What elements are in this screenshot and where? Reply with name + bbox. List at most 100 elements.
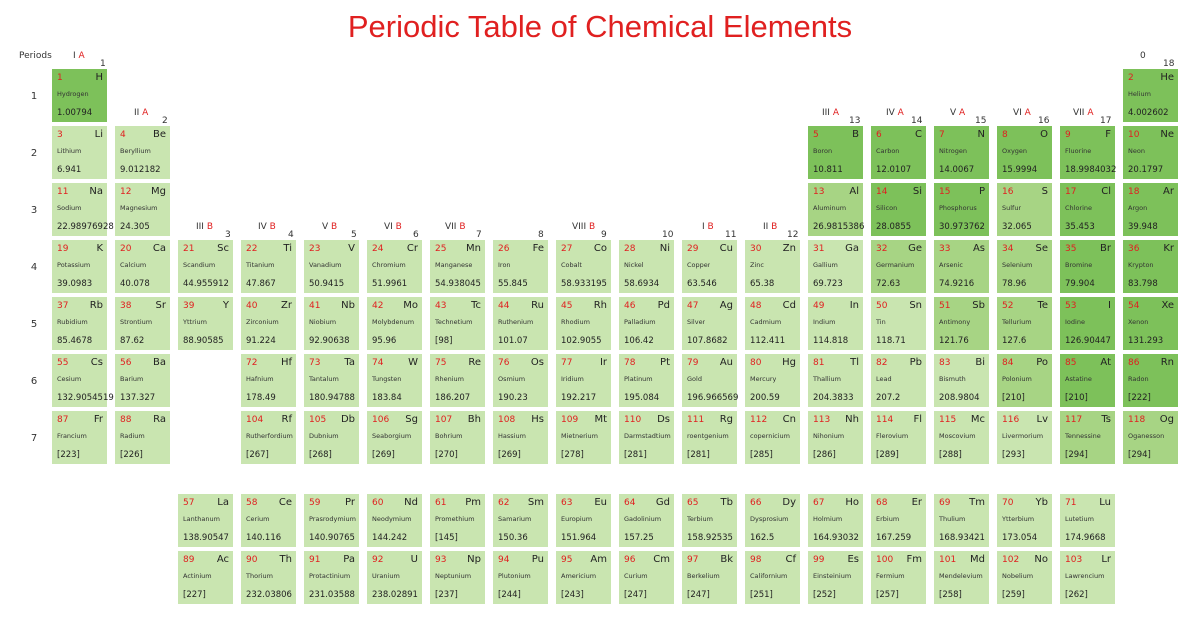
element-name: Chromium — [372, 261, 406, 269]
element-cell-ti: 22 Ti Titanium 47.867 — [241, 240, 296, 293]
period-number: 2 — [30, 148, 38, 159]
element-name: Technetium — [435, 318, 473, 326]
group-number: 9 — [601, 230, 607, 240]
element-symbol: Cu — [719, 243, 733, 254]
group-label: III B — [196, 222, 213, 232]
element-symbol: Lr — [1101, 554, 1111, 565]
atomic-number: 70 — [1002, 498, 1014, 508]
element-cell-la: 57 La Lanthanum 138.90547 — [178, 494, 233, 547]
element-symbol: No — [1034, 554, 1048, 565]
element-name: Polonium — [1002, 375, 1032, 383]
element-name: Xenon — [1128, 318, 1149, 326]
element-name: Fermium — [876, 572, 905, 580]
element-name: Nihonium — [813, 432, 845, 440]
element-cell-co: 27 Co Cobalt 58.933195 — [556, 240, 611, 293]
atomic-mass: [244] — [498, 590, 521, 600]
element-cell-eu: 63 Eu Europium 151.964 — [556, 494, 611, 547]
atomic-mass: [257] — [876, 590, 899, 600]
atomic-number: 116 — [1002, 415, 1020, 425]
element-name: Prasrodymium — [309, 515, 356, 523]
element-name: Selenium — [1002, 261, 1033, 269]
atomic-number: 99 — [813, 555, 825, 565]
atomic-number: 107 — [435, 415, 453, 425]
atomic-mass: 10.811 — [813, 165, 843, 175]
element-cell-be: 4 Be Beryllium 9.012182 — [115, 126, 170, 179]
element-cell-sm: 62 Sm Samarium 150.36 — [493, 494, 548, 547]
element-name: Hassium — [498, 432, 526, 440]
element-cell-ar: 18 Ar Argon 39.948 — [1123, 183, 1178, 236]
element-name: Thallium — [813, 375, 841, 383]
element-name: Gadolinium — [624, 515, 662, 523]
group-roman: III — [822, 108, 830, 118]
element-symbol: Nd — [404, 497, 418, 508]
element-name: Platinum — [624, 375, 653, 383]
atomic-number: 98 — [750, 555, 762, 565]
element-name: Astatine — [1065, 375, 1092, 383]
atomic-number: 109 — [561, 415, 579, 425]
element-symbol: Yb — [1035, 497, 1048, 508]
element-symbol: Ta — [344, 357, 355, 368]
element-cell-kr: 36 Kr Krypton 83.798 — [1123, 240, 1178, 293]
element-cell-md: 101 Md Mendelevium [258] — [934, 551, 989, 604]
group-suffix: B — [266, 222, 276, 232]
atomic-number: 89 — [183, 555, 195, 565]
atomic-mass: 126.90447 — [1065, 336, 1111, 346]
element-symbol: In — [849, 300, 859, 311]
atomic-number: 34 — [1002, 244, 1014, 254]
element-symbol: Os — [530, 357, 544, 368]
element-cell-zn: 30 Zn Zinc 65.38 — [745, 240, 800, 293]
atomic-number: 101 — [939, 555, 957, 565]
element-name: Nickel — [624, 261, 644, 269]
atomic-number: 66 — [750, 498, 762, 508]
atomic-mass: 183.84 — [372, 393, 402, 403]
element-symbol: Cr — [406, 243, 418, 254]
atomic-number: 75 — [435, 358, 447, 368]
element-cell-bi: 83 Bi Bismuth 208.9804 — [934, 354, 989, 407]
atomic-mass: [294] — [1128, 450, 1151, 460]
element-symbol: Mc — [970, 414, 985, 425]
element-symbol: H — [95, 72, 103, 83]
atomic-mass: 196.966569 — [687, 393, 739, 403]
element-cell-te: 52 Te Tellurium 127.6 — [997, 297, 1052, 350]
element-symbol: W — [408, 357, 418, 368]
element-cell-fe: 26 Fe Iron 55.845 — [493, 240, 548, 293]
atomic-number: 85 — [1065, 358, 1077, 368]
group-suffix: A — [894, 108, 904, 118]
element-cell-mc: 115 Mc Moscovium [288] — [934, 411, 989, 464]
element-cell-dy: 66 Dy Dysprosium 162.5 — [745, 494, 800, 547]
group-roman: V — [950, 108, 957, 118]
element-symbol: Zr — [281, 300, 292, 311]
element-symbol: Hf — [280, 357, 292, 368]
element-symbol: Ce — [278, 497, 292, 508]
element-name: Magnesium — [120, 204, 158, 212]
element-cell-ir: 77 Ir Iridium 192.217 — [556, 354, 611, 407]
atomic-number: 54 — [1128, 301, 1140, 311]
atomic-number: 103 — [1065, 555, 1083, 565]
element-name: Lead — [876, 375, 892, 383]
element-symbol: Pb — [909, 357, 922, 368]
atomic-number: 15 — [939, 187, 951, 197]
atomic-mass: [268] — [309, 450, 332, 460]
atomic-mass: [223] — [57, 450, 80, 460]
element-symbol: Er — [911, 497, 922, 508]
element-name: Gold — [687, 375, 702, 383]
atomic-number: 93 — [435, 555, 447, 565]
element-symbol: Y — [222, 300, 229, 311]
atomic-mass: 22.98976928 — [57, 222, 114, 232]
atomic-number: 27 — [561, 244, 573, 254]
element-symbol: As — [972, 243, 985, 254]
element-symbol: Ne — [1160, 129, 1174, 140]
element-name: Dysprosium — [750, 515, 789, 523]
atomic-number: 46 — [624, 301, 636, 311]
atomic-mass: [267] — [246, 450, 269, 460]
element-symbol: Na — [89, 186, 103, 197]
element-cell-yb: 70 Yb Ytterbium 173.054 — [997, 494, 1052, 547]
element-symbol: Ga — [845, 243, 859, 254]
group-number: 6 — [413, 230, 419, 240]
element-name: Neon — [1128, 147, 1145, 155]
atomic-number: 12 — [120, 187, 132, 197]
element-cell-zr: 40 Zr Zirconium 91.224 — [241, 297, 296, 350]
element-symbol: Np — [467, 554, 481, 565]
element-symbol: Hs — [531, 414, 544, 425]
atomic-mass: 158.92535 — [687, 533, 733, 543]
